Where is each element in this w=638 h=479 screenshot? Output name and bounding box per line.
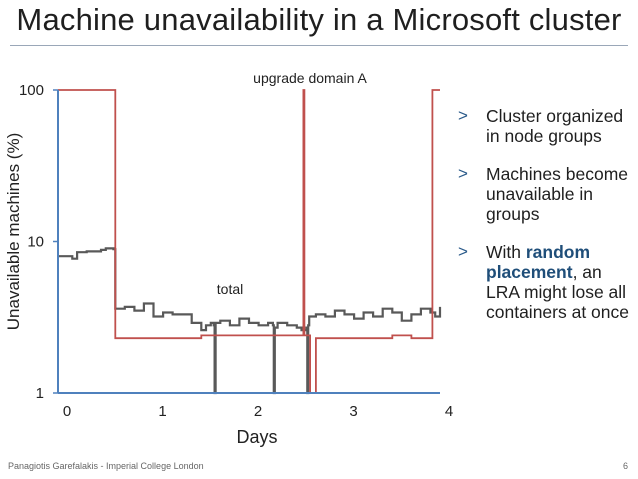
footer-credit: Panagiotis Garefalakis - Imperial Colleg… xyxy=(8,461,204,471)
x-tick-label: 3 xyxy=(349,403,357,420)
title-divider xyxy=(10,45,628,46)
y-tick-label: 10 xyxy=(27,234,44,251)
y-tick-label: 1 xyxy=(36,385,44,402)
bullet-item: > With random placement, an LRA might lo… xyxy=(458,242,633,322)
series-line-total xyxy=(58,247,442,395)
x-axis-label: Days xyxy=(236,427,277,447)
x-tick-label: 0 xyxy=(63,403,71,420)
bullet-marker: > xyxy=(458,242,468,261)
y-axis-label: Unavailable machines (%) xyxy=(4,133,23,330)
slide-title: Machine unavailability in a Microsoft cl… xyxy=(16,2,622,37)
x-tick-label: 2 xyxy=(254,403,262,420)
bullet-list: > Cluster organized in node groups > Mac… xyxy=(458,106,633,340)
bullet-text-pre: With xyxy=(486,242,526,262)
bullet-highlight: random placement xyxy=(486,242,591,282)
x-tick-label: 4 xyxy=(445,403,453,420)
bullet-item: > Machines become unavailable in groups xyxy=(458,164,633,224)
annotation-upgrade-domain: upgrade domain A xyxy=(253,70,367,86)
y-tick-label: 100 xyxy=(19,82,44,99)
bullet-marker: > xyxy=(458,164,468,183)
bullet-text-post: , an LRA might lose all containers at on… xyxy=(486,262,630,322)
bullet-text: Cluster organized in node groups xyxy=(486,106,624,146)
annotation-total: total xyxy=(217,281,243,297)
x-tick-label: 1 xyxy=(158,403,166,420)
bullet-text: Machines become unavailable in groups xyxy=(486,164,629,224)
bullet-item: > Cluster organized in node groups xyxy=(458,106,633,146)
page-number: 6 xyxy=(622,461,628,471)
series-line-upgrade xyxy=(58,89,440,394)
bullet-marker: > xyxy=(458,106,468,125)
